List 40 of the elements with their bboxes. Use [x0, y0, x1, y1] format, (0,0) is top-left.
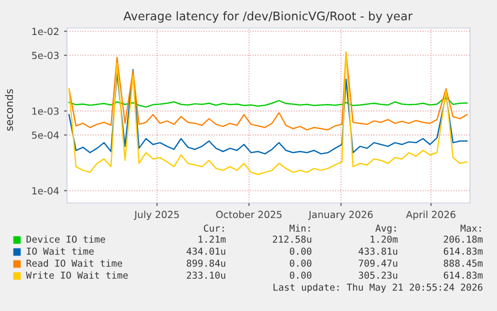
x-tick-label: October 2025	[216, 210, 282, 218]
text: Cur:	[204, 224, 224, 232]
text: 709.47u	[358, 260, 398, 267]
text: 233.10u	[186, 272, 226, 279]
text: Avg:	[375, 224, 396, 234]
legend-label: Write IO Wait time	[26, 271, 128, 279]
x-tick-label: April 2026	[406, 210, 456, 220]
text: 899.84u	[186, 260, 226, 267]
text: 0.00	[290, 260, 312, 267]
text: 0.00	[290, 272, 312, 279]
text: 614.83m	[444, 272, 483, 279]
text: Min:	[290, 224, 310, 232]
text: 433.81u	[358, 248, 398, 255]
text: 434.01u	[186, 248, 226, 255]
text: 305.23u	[358, 272, 398, 279]
text: Max:	[460, 224, 481, 232]
text: 1.21m	[198, 236, 226, 243]
text: 888.45m	[444, 260, 483, 267]
y-tick-label: 5e-04	[32, 131, 59, 139]
y-tick-label: 1e-04	[32, 187, 59, 194]
text: 0.00	[290, 248, 312, 255]
text: 212.58u	[272, 236, 312, 243]
legend-label: Device IO time	[26, 235, 106, 243]
line-series	[68, 69, 468, 154]
text: Last update: Thu May 21 20:55:24 2026	[274, 283, 482, 293]
x-tick-label: January 2026	[308, 210, 373, 220]
y-tick-label: 5e-03	[32, 52, 59, 60]
chart-title: Average latency for /dev/BionicVG/Root - by year	[124, 11, 413, 23]
y-axis-title: seconds	[4, 89, 14, 131]
text: 1.20m	[370, 236, 398, 243]
line-series	[68, 51, 468, 176]
legend-label: IO Wait time	[26, 247, 94, 255]
text: 206.18m	[444, 236, 483, 243]
line-series	[68, 96, 468, 108]
x-tick-label: July 2025	[134, 210, 179, 220]
line-series	[68, 51, 468, 130]
y-tick-label: 1e-03	[32, 107, 59, 115]
legend-label: Read IO Wait time	[26, 259, 122, 267]
text: 614.83m	[444, 248, 483, 255]
y-tick-label: 1e-02	[32, 28, 58, 36]
